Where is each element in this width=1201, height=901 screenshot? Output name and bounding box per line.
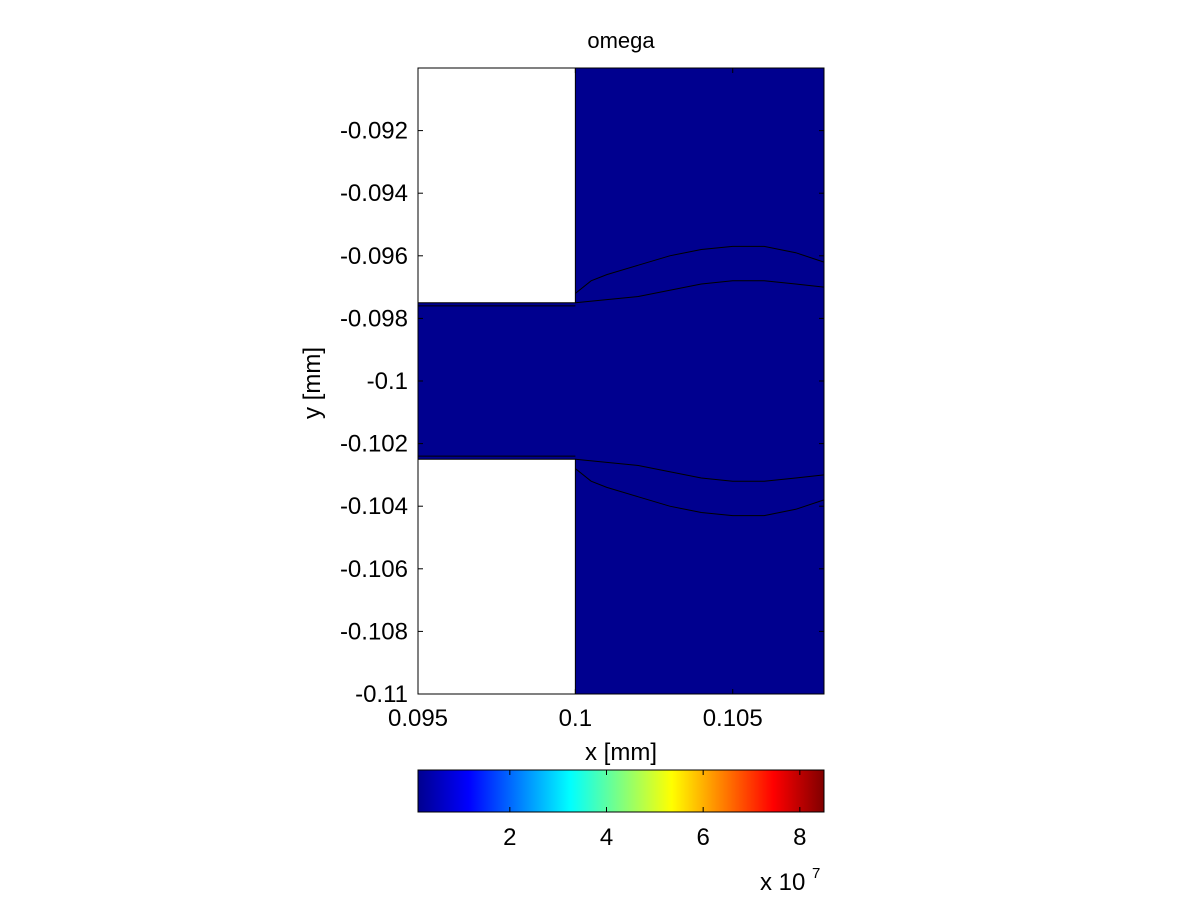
solid-upper: [417, 67, 576, 304]
colorbar: 2 4 6 8 x 10 7: [417, 769, 825, 896]
y-tick-label: -0.106: [340, 556, 408, 583]
lower-jet-outer: [575, 468, 825, 517]
x-tick-label: 0.105: [703, 705, 763, 732]
solid-lower: [417, 458, 576, 695]
upper-jet-inner: [575, 280, 825, 304]
x-tick-label: 0.1: [559, 705, 592, 732]
colorbar-tick-label: 4: [600, 824, 613, 851]
x-axis-ticks: 0.095 0.1 0.105: [388, 68, 763, 732]
upper-jet-outer: [575, 245, 825, 294]
lower-jet-inner: [575, 458, 825, 482]
y-tick-label: -0.1: [367, 368, 408, 395]
y-tick-label: -0.11: [355, 681, 408, 708]
x-tick-label: 0.095: [388, 705, 448, 732]
colorbar-multiplier-base: x 10: [760, 869, 805, 896]
y-tick-label: -0.108: [340, 618, 408, 645]
y-axis-label: y [mm]: [299, 347, 326, 419]
colorbar-multiplier-exponent: 7: [812, 865, 820, 882]
y-tick-label: -0.096: [340, 243, 408, 270]
y-axis-ticks: -0.092 -0.094 -0.096 -0.098 -0.1 -0.102 -0.104…: [340, 118, 824, 708]
colorbar-ticks: 2 4 6 8: [503, 770, 807, 851]
solid-regions: [417, 67, 576, 695]
colorbar-multiplier: x 10 7: [760, 865, 820, 896]
contour-lines: [418, 245, 825, 517]
y-tick-label: -0.104: [340, 493, 408, 520]
plot-area: 0.095 0.1 0.105 -0.092-0.094-0.096-0.098-0…: [340, 67, 825, 732]
y-tick-label: -0.098: [340, 305, 408, 332]
y-tick-label: -0.092: [340, 118, 408, 145]
colorbar-tick-label: 8: [793, 824, 806, 851]
x-axis-label: x [mm]: [585, 739, 657, 766]
y-tick-label: -0.094: [340, 180, 408, 207]
colorbar-tick-label: 2: [503, 824, 516, 851]
colorbar-gradient: [417, 769, 825, 813]
y-tick-label: -0.102: [340, 431, 408, 458]
chart-title: omega: [587, 28, 655, 53]
colorbar-tick-label: 6: [696, 824, 709, 851]
